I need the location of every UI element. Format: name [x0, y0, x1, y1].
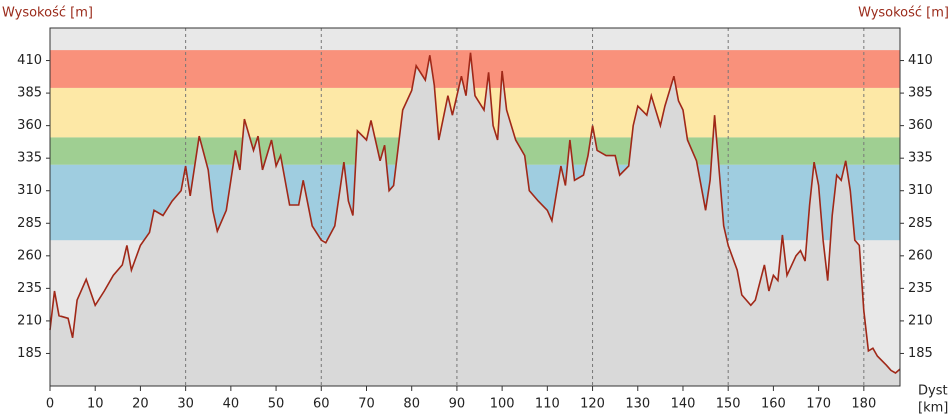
x-tick-label: 80 — [403, 397, 420, 412]
x-tick-label: 10 — [87, 397, 104, 412]
y-tick-label-right: 185 — [908, 346, 933, 361]
elevation-band — [50, 50, 900, 88]
y-tick-label: 310 — [17, 183, 42, 198]
x-tick-label: 110 — [535, 397, 560, 412]
plot-frame — [49, 27, 901, 387]
x-axis-label: Dyst — [918, 384, 948, 399]
y-tick-label: 410 — [17, 53, 42, 68]
y-axis-label-right: Wysokość [m] — [858, 6, 949, 21]
x-tick-label: 150 — [716, 397, 741, 412]
y-tick-label-right: 260 — [908, 248, 933, 263]
y-tick-label: 185 — [17, 346, 42, 361]
y-tick-label: 385 — [17, 86, 42, 101]
y-tick-label-right: 360 — [908, 118, 933, 133]
x-tick-label: 90 — [449, 397, 466, 412]
y-tick-label: 260 — [17, 248, 42, 263]
x-tick-label: 70 — [358, 397, 375, 412]
y-tick-label-right: 285 — [908, 216, 933, 231]
y-tick-label-right: 335 — [908, 151, 933, 166]
x-tick-label: 60 — [313, 397, 330, 412]
x-tick-label: 170 — [806, 397, 831, 412]
x-tick-label: 20 — [132, 397, 149, 412]
x-tick-label: 40 — [223, 397, 240, 412]
x-axis-label: [km] — [918, 401, 948, 416]
x-tick-label: 160 — [761, 397, 786, 412]
x-tick-label: 130 — [625, 397, 650, 412]
x-tick-label: 50 — [268, 397, 285, 412]
x-tick-label: 120 — [580, 397, 605, 412]
y-tick-label-right: 385 — [908, 86, 933, 101]
y-tick-label: 360 — [17, 118, 42, 133]
x-tick-label: 30 — [177, 397, 194, 412]
y-tick-label-right: 310 — [908, 183, 933, 198]
y-tick-label-right: 210 — [908, 313, 933, 328]
x-tick-label: 0 — [46, 397, 54, 412]
area — [50, 52, 900, 386]
y-tick-label: 285 — [17, 216, 42, 231]
x-tick-label: 100 — [490, 397, 515, 412]
y-tick-label: 210 — [17, 313, 42, 328]
line — [49, 52, 901, 374]
y-tick-label-right: 235 — [908, 281, 933, 296]
y-tick-label: 335 — [17, 151, 42, 166]
y-tick-label: 235 — [17, 281, 42, 296]
x-tick-label: 140 — [671, 397, 696, 412]
y-axis-label: Wysokość [m] — [2, 6, 93, 21]
y-tick-label-right: 410 — [908, 53, 933, 68]
x-tick-label: 180 — [851, 397, 876, 412]
